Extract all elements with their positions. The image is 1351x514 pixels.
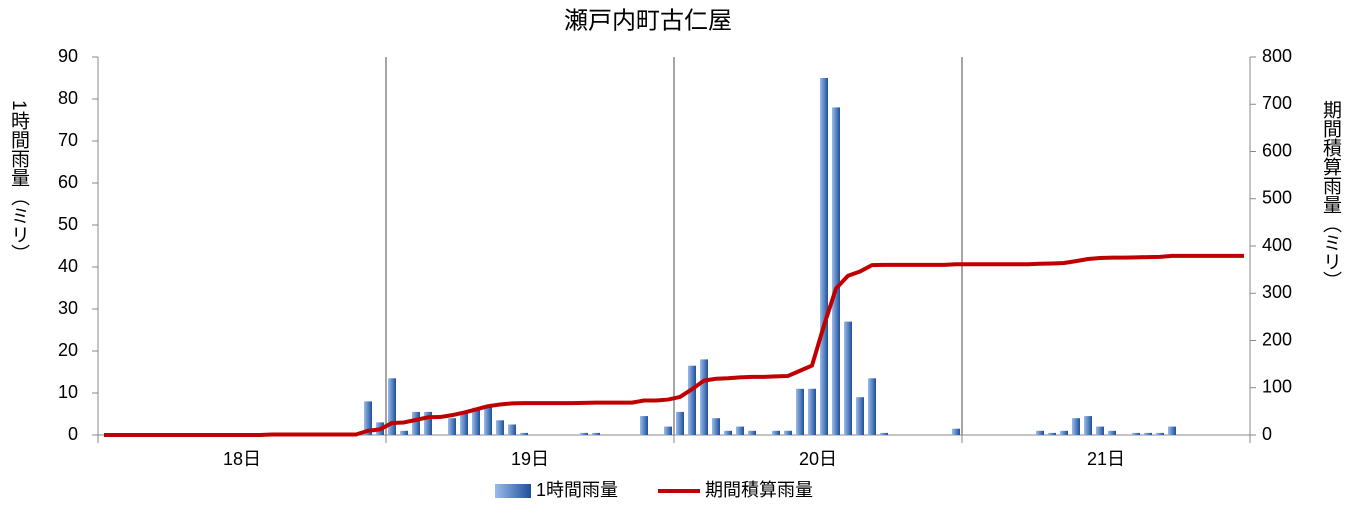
y2-tick-label: 300 [1262, 282, 1292, 302]
bar [820, 78, 828, 435]
y2-axis-label: 期間積算雨量（ミリ） [1320, 100, 1341, 290]
y2-tick-label: 200 [1262, 329, 1292, 349]
bar [1168, 426, 1176, 435]
bar [880, 432, 888, 435]
bar [664, 426, 672, 435]
y-tick-label: 40 [58, 256, 78, 276]
bar [508, 424, 516, 435]
bar [1060, 430, 1068, 435]
bar [832, 107, 840, 436]
bar [592, 432, 600, 435]
y2-tick-label: 0 [1262, 424, 1272, 444]
x-tick-label: 21日 [1087, 449, 1125, 469]
bar [412, 411, 420, 435]
y-tick-label: 0 [68, 424, 78, 444]
chart-title: 瀬戸内町古仁屋 [564, 8, 732, 35]
bar [472, 407, 480, 435]
bar [688, 365, 696, 435]
bar [1156, 432, 1164, 435]
x-tick-label: 20日 [799, 449, 837, 469]
y2-tick-label: 500 [1262, 188, 1292, 208]
bar [388, 378, 396, 435]
y-tick-label: 30 [58, 298, 78, 318]
bar [772, 430, 780, 435]
bar [1132, 432, 1140, 435]
x-tick-label: 19日 [511, 449, 549, 469]
y2-tick-label: 700 [1262, 93, 1292, 113]
bar [496, 420, 504, 435]
bar [856, 397, 864, 435]
y2-tick-label: 400 [1262, 235, 1292, 255]
y-tick-label: 20 [58, 340, 78, 360]
y2-tick-label: 100 [1262, 377, 1292, 397]
y-tick-label: 80 [58, 88, 78, 108]
y-tick-label: 10 [58, 382, 78, 402]
bar [364, 401, 372, 435]
y-tick-label: 50 [58, 214, 78, 234]
bar [1072, 418, 1080, 435]
bar [640, 416, 648, 435]
bar [1108, 430, 1116, 435]
bar [1036, 430, 1044, 435]
y2-tick-label: 600 [1262, 140, 1292, 160]
bar [712, 418, 720, 435]
bar [400, 430, 408, 435]
bar [1096, 426, 1104, 435]
bar [736, 426, 744, 435]
x-tick-label: 18日 [223, 449, 261, 469]
bar [724, 430, 732, 435]
bar [796, 388, 804, 435]
bar [448, 418, 456, 435]
legend-label: 1時間雨量 [536, 480, 618, 500]
bar [424, 411, 432, 435]
bar [868, 378, 876, 435]
bar [952, 428, 960, 435]
y-tick-label: 70 [58, 130, 78, 150]
y-tick-label: 60 [58, 172, 78, 192]
legend-label: 期間積算雨量 [705, 480, 813, 500]
bar [844, 321, 852, 435]
bar [1048, 432, 1056, 435]
y2-tick-label: 800 [1262, 46, 1292, 66]
bar [1084, 416, 1092, 435]
bar [484, 405, 492, 435]
y-tick-label: 90 [58, 46, 78, 66]
bar [748, 430, 756, 435]
bar [808, 388, 816, 435]
bar [700, 359, 708, 435]
bar [580, 432, 588, 435]
bar [520, 432, 528, 435]
y-axis-label: 1時間雨量（ミリ） [8, 100, 29, 263]
bar [1144, 432, 1152, 435]
bar [460, 411, 468, 435]
bar [676, 411, 684, 435]
bar [784, 430, 792, 435]
legend-swatch [495, 484, 531, 498]
line [104, 253, 1244, 437]
